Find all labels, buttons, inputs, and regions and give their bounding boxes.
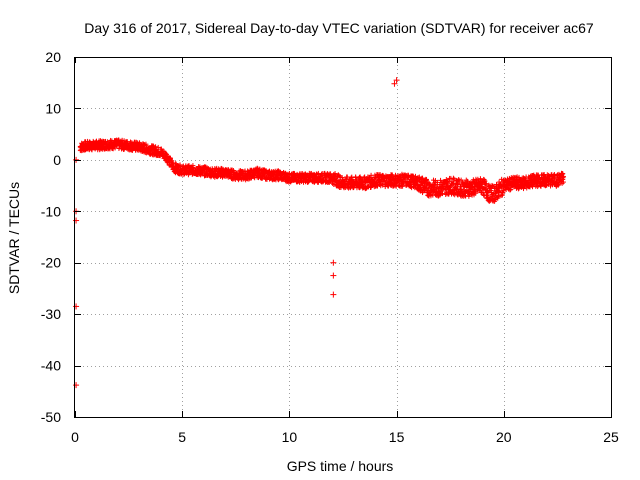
data-point	[420, 175, 426, 181]
x-tick-label: 25	[603, 429, 619, 445]
y-tick-label: -20	[41, 255, 61, 271]
x-tick-label: 20	[496, 429, 512, 445]
y-tick-label: -30	[41, 306, 61, 322]
grid-lines	[75, 57, 611, 417]
chart-title: Day 316 of 2017, Sidereal Day-to-day VTE…	[84, 20, 594, 36]
data-point	[169, 160, 175, 166]
data-point	[477, 176, 483, 182]
x-tick-labels: 0 5 10 15 20 25	[71, 429, 619, 445]
data-point	[508, 186, 514, 192]
y-tick-label: -40	[41, 358, 61, 374]
data-point	[485, 188, 491, 194]
data-point	[380, 182, 386, 188]
data-point	[330, 259, 337, 266]
data-point	[361, 175, 367, 181]
data-point	[319, 174, 325, 180]
y-axis-label: SDTVAR / TECUs	[6, 182, 22, 294]
x-tick-label: 0	[71, 429, 79, 445]
data-points	[73, 77, 566, 389]
data-point	[447, 183, 453, 189]
data-point	[73, 303, 80, 310]
data-point	[358, 175, 364, 181]
y-tick-label: -50	[41, 409, 61, 425]
data-point	[560, 179, 566, 185]
data-point	[298, 178, 304, 184]
data-point	[155, 144, 161, 150]
axis-ticks	[75, 57, 612, 418]
data-point	[521, 175, 527, 181]
data-point	[89, 147, 95, 153]
x-tick-label: 10	[282, 429, 298, 445]
data-point	[344, 174, 350, 180]
data-point	[556, 181, 562, 187]
data-point	[560, 171, 566, 177]
x-tick-label: 5	[178, 429, 186, 445]
data-point	[560, 174, 566, 180]
y-tick-labels: 20 10 0 -10 -20 -30 -40 -50	[41, 49, 61, 425]
data-point	[439, 191, 445, 197]
x-axis-label: GPS time / hours	[287, 458, 394, 474]
data-point	[482, 184, 488, 190]
data-point	[438, 177, 444, 183]
data-point	[483, 181, 489, 187]
data-point	[391, 80, 398, 87]
x-tick-label: 15	[389, 429, 405, 445]
data-point	[537, 176, 543, 182]
data-point	[450, 181, 456, 187]
data-point	[451, 176, 457, 182]
data-point	[177, 162, 183, 168]
data-point	[450, 175, 456, 181]
y-tick-label: 10	[45, 100, 61, 116]
data-point	[73, 217, 80, 224]
data-point	[112, 145, 118, 151]
data-point	[330, 291, 337, 298]
data-point	[500, 190, 506, 196]
data-point	[339, 175, 345, 181]
data-point	[414, 182, 420, 188]
y-tick-label: -10	[41, 203, 61, 219]
plot-area-frame	[74, 57, 612, 418]
data-point	[507, 187, 513, 193]
data-point	[461, 183, 467, 189]
data-point	[73, 382, 80, 389]
data-point	[425, 185, 431, 191]
y-tick-label: 20	[45, 49, 61, 65]
data-point	[495, 193, 501, 199]
data-point	[423, 176, 429, 182]
data-point	[332, 171, 338, 177]
data-point	[190, 163, 196, 169]
data-point	[330, 272, 337, 279]
data-point	[555, 182, 561, 188]
data-point	[393, 77, 400, 84]
data-point	[400, 183, 406, 189]
data-point	[73, 156, 80, 163]
data-point	[437, 191, 443, 197]
y-tick-label: 0	[53, 152, 61, 168]
